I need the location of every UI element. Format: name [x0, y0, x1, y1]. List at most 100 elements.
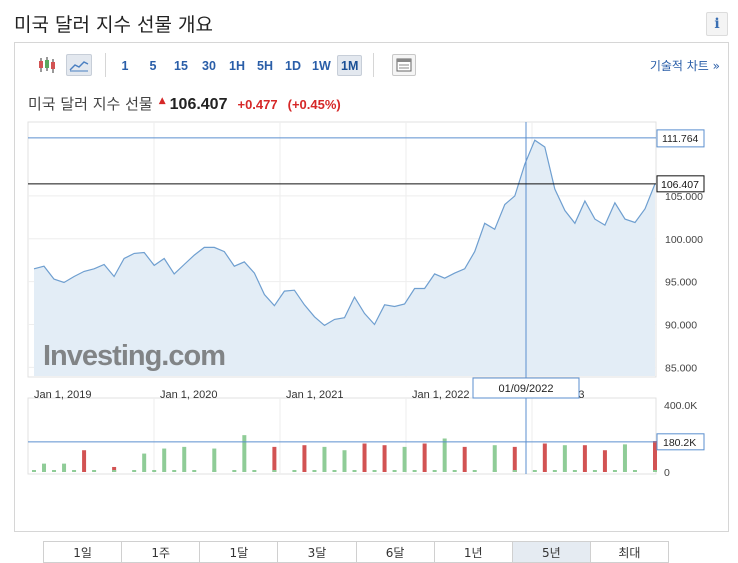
volume-bar	[272, 446, 277, 472]
volume-bar	[422, 443, 427, 472]
up-arrow-icon: ▲	[158, 96, 166, 106]
volume-bar	[342, 450, 347, 472]
volume-bar	[653, 441, 657, 472]
x-tick-label: Jan 1, 2020	[160, 389, 218, 401]
timeframe-1w[interactable]: 1W	[312, 58, 331, 73]
price-tick-label: 85.000	[665, 362, 697, 374]
range-max[interactable]: 최대	[618, 545, 641, 560]
range-3m[interactable]: 3달	[278, 542, 357, 562]
timeframe-5h[interactable]: 5H	[257, 58, 273, 73]
volume-bar	[572, 470, 577, 472]
investing-watermark: Investing.com	[43, 340, 225, 372]
timeframe-1h[interactable]: 1H	[229, 58, 245, 73]
volume-bar	[172, 470, 177, 472]
timeframe-1d[interactable]: 1D	[285, 58, 301, 73]
crosshair-price-box	[656, 129, 705, 148]
volume-bar	[532, 470, 537, 472]
range-1w[interactable]: 1주	[122, 542, 201, 562]
price-tick-label: 105.000	[665, 191, 703, 203]
volume-bar	[92, 470, 97, 472]
timeframe-30[interactable]: 30	[202, 58, 216, 73]
crosshair-volume-label: 180.2K	[663, 437, 696, 449]
volume-bar	[292, 470, 297, 472]
volume-bar	[432, 470, 437, 472]
chart-settings-icon[interactable]	[392, 54, 416, 76]
last-price-box	[656, 175, 705, 193]
quote-header: 미국 달러 지수 선물 ▲ 106.407 +0.477 (+0.45%)	[28, 93, 341, 114]
plot-frame	[27, 121, 657, 378]
info-icon[interactable]: i	[706, 12, 728, 36]
volume-bar	[632, 470, 637, 472]
range-6m[interactable]: 6달	[357, 542, 435, 562]
price-tick-label: 100.000	[665, 234, 703, 246]
volume-bar	[512, 446, 517, 472]
volume-bar	[552, 470, 557, 472]
volume-bar	[162, 448, 167, 472]
crosshair-price-label: 111.764	[662, 133, 699, 145]
volume-bar	[462, 446, 467, 472]
volume-bar	[442, 438, 447, 472]
range-1m[interactable]: 1달	[200, 542, 279, 562]
candlestick-icon[interactable]	[35, 54, 59, 76]
range-selector: 1일 1주 1달 3달 6달 1년 5년 최대	[43, 541, 669, 563]
volume-tick-label: 0	[664, 467, 670, 479]
volume-bar	[402, 446, 407, 472]
volume-bar	[312, 470, 317, 472]
range-5y[interactable]: 5년	[512, 542, 591, 562]
volume-bar	[582, 445, 587, 472]
volume-bar	[452, 470, 457, 472]
volume-bar	[62, 463, 67, 472]
timeframe-1m[interactable]: 1M	[337, 55, 363, 76]
last-price: 106.407	[169, 96, 228, 113]
timeframe-5[interactable]: 5	[149, 58, 157, 73]
crosshair-date-box	[472, 377, 580, 399]
x-tick-label: Jan 1, 2019	[34, 389, 92, 401]
volume-bar	[212, 448, 217, 472]
area-chart-icon[interactable]	[66, 54, 92, 76]
volume-bar	[42, 463, 47, 472]
volume-bar	[32, 470, 36, 472]
volume-bar	[142, 453, 147, 472]
chart-toolbar: 1 5 15 30 1H 5H 1D 1W 1M 기술적 차트 »	[15, 43, 728, 87]
toolbar-separator	[373, 53, 374, 77]
timeframe-1[interactable]: 1	[121, 58, 129, 73]
volume-bar	[472, 470, 477, 472]
volume-bar	[602, 450, 607, 472]
crosshair-volume-box	[656, 433, 705, 451]
price-chart[interactable]: 85.000 90.000 95.000 100.000 105.000 Investin…	[15, 43, 728, 531]
x-tick-label: Jan 1, 2021	[286, 389, 344, 401]
volume-bar	[112, 470, 117, 472]
volume-bar	[612, 470, 617, 472]
price-line	[33, 139, 656, 327]
volume-bar	[653, 470, 657, 472]
price-tick-label: 90.000	[665, 320, 697, 332]
volume-bar	[182, 446, 187, 472]
volume-bar	[132, 470, 137, 472]
volume-tick-label: 400.0K	[664, 400, 697, 412]
volume-bar	[212, 470, 217, 472]
range-1y[interactable]: 1년	[435, 542, 513, 562]
volume-bar	[232, 470, 237, 472]
chart-panel: 1 5 15 30 1H 5H 1D 1W 1M 기술적 차트 » 미국 달러 …	[14, 42, 729, 563]
advanced-chart-link[interactable]: 기술적 차트 »	[649, 59, 720, 73]
volume-bar	[592, 470, 597, 472]
volume-bar	[622, 444, 627, 472]
volume-bar	[352, 470, 357, 472]
volume-bar	[152, 470, 157, 472]
volume-bar	[562, 445, 567, 472]
volume-bar	[542, 443, 547, 472]
last-price-label: 106.407	[661, 179, 699, 191]
price-tick-label: 95.000	[665, 277, 697, 289]
volume-bar	[192, 470, 197, 472]
volume-bar	[492, 445, 497, 472]
volume-bar	[82, 450, 87, 472]
volume-frame	[27, 397, 657, 475]
volume-bar	[492, 470, 497, 472]
volume-bar	[512, 470, 517, 472]
volume-bar	[372, 470, 377, 472]
volume-bar	[252, 470, 257, 472]
volume-bar	[392, 470, 397, 472]
timeframe-15[interactable]: 15	[174, 58, 188, 73]
range-1d[interactable]: 1일	[44, 542, 123, 562]
crosshair-date-label: 01/09/2022	[498, 383, 553, 395]
